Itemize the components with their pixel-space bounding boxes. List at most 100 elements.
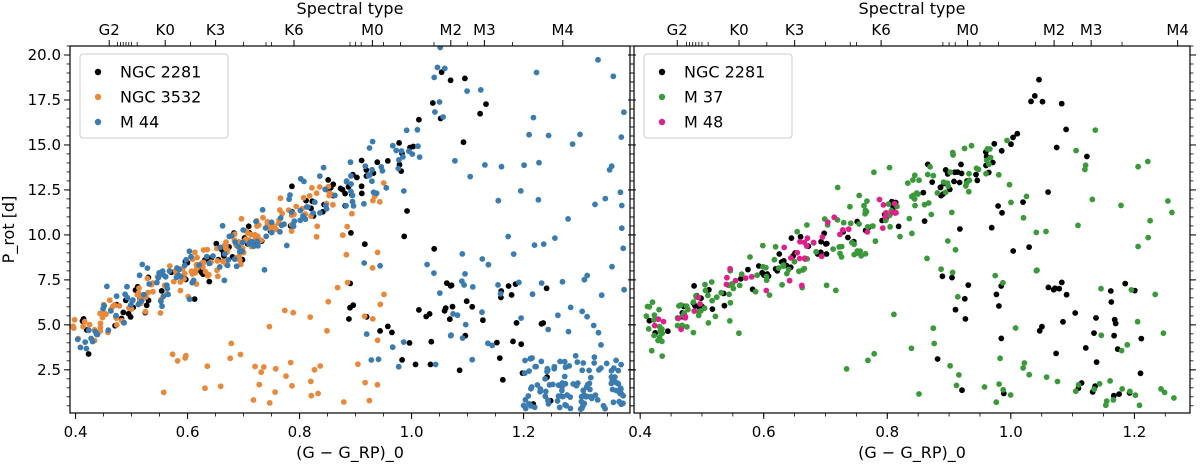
- spectral-tick-label: M0: [361, 21, 384, 39]
- legend-label: M 44: [120, 113, 159, 132]
- data-point: [839, 227, 846, 233]
- data-point: [656, 306, 662, 313]
- data-point: [998, 335, 1005, 342]
- data-point: [801, 239, 808, 246]
- data-point: [369, 138, 376, 145]
- data-point: [306, 192, 313, 199]
- data-point: [944, 180, 951, 187]
- data-point: [924, 171, 931, 178]
- data-point: [727, 265, 733, 272]
- data-point: [944, 238, 951, 244]
- data-point: [999, 209, 1005, 216]
- data-point: [469, 356, 476, 363]
- right-panel: 0.4 0.6 0.8 1.0 1.2 G2 K0 K3 K6 M0 M2 M3 M4 Spectral …: [628, 0, 1196, 463]
- x-axis-label: (G − G_RP)_0: [296, 443, 404, 463]
- data-point: [376, 198, 383, 205]
- data-point: [358, 183, 365, 190]
- data-point: [354, 174, 360, 181]
- data-point: [995, 171, 1002, 178]
- data-point: [381, 291, 387, 298]
- data-point: [565, 216, 571, 222]
- data-point: [540, 241, 547, 248]
- data-point: [954, 293, 961, 300]
- data-point: [695, 312, 702, 319]
- data-point: [1054, 378, 1061, 385]
- data-point: [219, 222, 226, 229]
- spectral-tick-label: M4: [1166, 21, 1189, 39]
- data-point: [834, 184, 841, 191]
- data-point: [942, 167, 949, 173]
- data-point: [984, 146, 991, 152]
- spectral-axis-label: Spectral type: [859, 0, 966, 18]
- data-point: [191, 296, 198, 302]
- data-point: [434, 64, 441, 71]
- data-point: [684, 323, 690, 330]
- data-point: [942, 189, 949, 196]
- data-point: [277, 228, 283, 235]
- data-point: [562, 401, 568, 408]
- data-point: [956, 179, 963, 186]
- data-point: [272, 365, 279, 372]
- data-point: [1098, 332, 1105, 339]
- data-point: [467, 173, 474, 180]
- data-point: [443, 280, 450, 286]
- data-point: [462, 271, 468, 277]
- data-point: [520, 402, 527, 409]
- data-point: [268, 229, 275, 236]
- data-point: [685, 306, 691, 313]
- data-point: [498, 163, 505, 170]
- data-point: [810, 239, 817, 246]
- data-point: [192, 268, 199, 274]
- data-point: [544, 368, 550, 375]
- data-point: [406, 148, 412, 155]
- data-point: [317, 210, 323, 216]
- data-point: [610, 399, 617, 406]
- data-point: [158, 298, 164, 305]
- data-point: [186, 296, 193, 303]
- data-point: [583, 393, 589, 400]
- data-point: [837, 231, 843, 238]
- data-point: [1045, 284, 1052, 291]
- data-point: [1107, 378, 1113, 384]
- data-point: [871, 169, 877, 176]
- legend-box: [79, 53, 229, 139]
- data-point: [651, 322, 658, 329]
- spectral-tick-label: K0: [156, 21, 175, 39]
- data-point: [788, 235, 795, 242]
- data-point: [400, 339, 407, 345]
- data-point: [1072, 310, 1079, 316]
- data-point: [221, 277, 228, 284]
- data-point: [830, 246, 836, 253]
- x-tick-label: 0.4: [64, 423, 88, 441]
- data-point: [83, 345, 90, 352]
- data-point: [277, 195, 284, 202]
- data-point: [559, 387, 565, 394]
- data-point: [742, 275, 749, 281]
- data-point: [536, 159, 542, 166]
- data-point: [192, 249, 198, 256]
- data-point: [302, 216, 309, 223]
- data-point: [1058, 100, 1065, 107]
- data-point: [315, 390, 321, 397]
- data-point: [155, 274, 162, 281]
- data-point: [320, 164, 327, 171]
- data-point: [702, 281, 708, 288]
- y-tick-label: 20.0: [28, 46, 61, 64]
- data-point: [555, 312, 561, 319]
- data-point: [400, 188, 407, 194]
- data-point: [300, 194, 307, 201]
- data-point: [723, 281, 730, 288]
- data-point: [361, 200, 367, 207]
- data-point: [823, 282, 830, 289]
- data-point: [324, 327, 330, 334]
- data-point: [771, 256, 778, 263]
- data-point: [154, 279, 160, 286]
- data-point: [1132, 392, 1139, 399]
- data-point: [406, 340, 413, 346]
- data-point: [261, 266, 268, 273]
- data-point: [255, 242, 261, 249]
- data-point: [843, 366, 850, 372]
- data-point: [620, 245, 627, 252]
- data-point: [840, 219, 847, 226]
- data-point: [440, 114, 446, 120]
